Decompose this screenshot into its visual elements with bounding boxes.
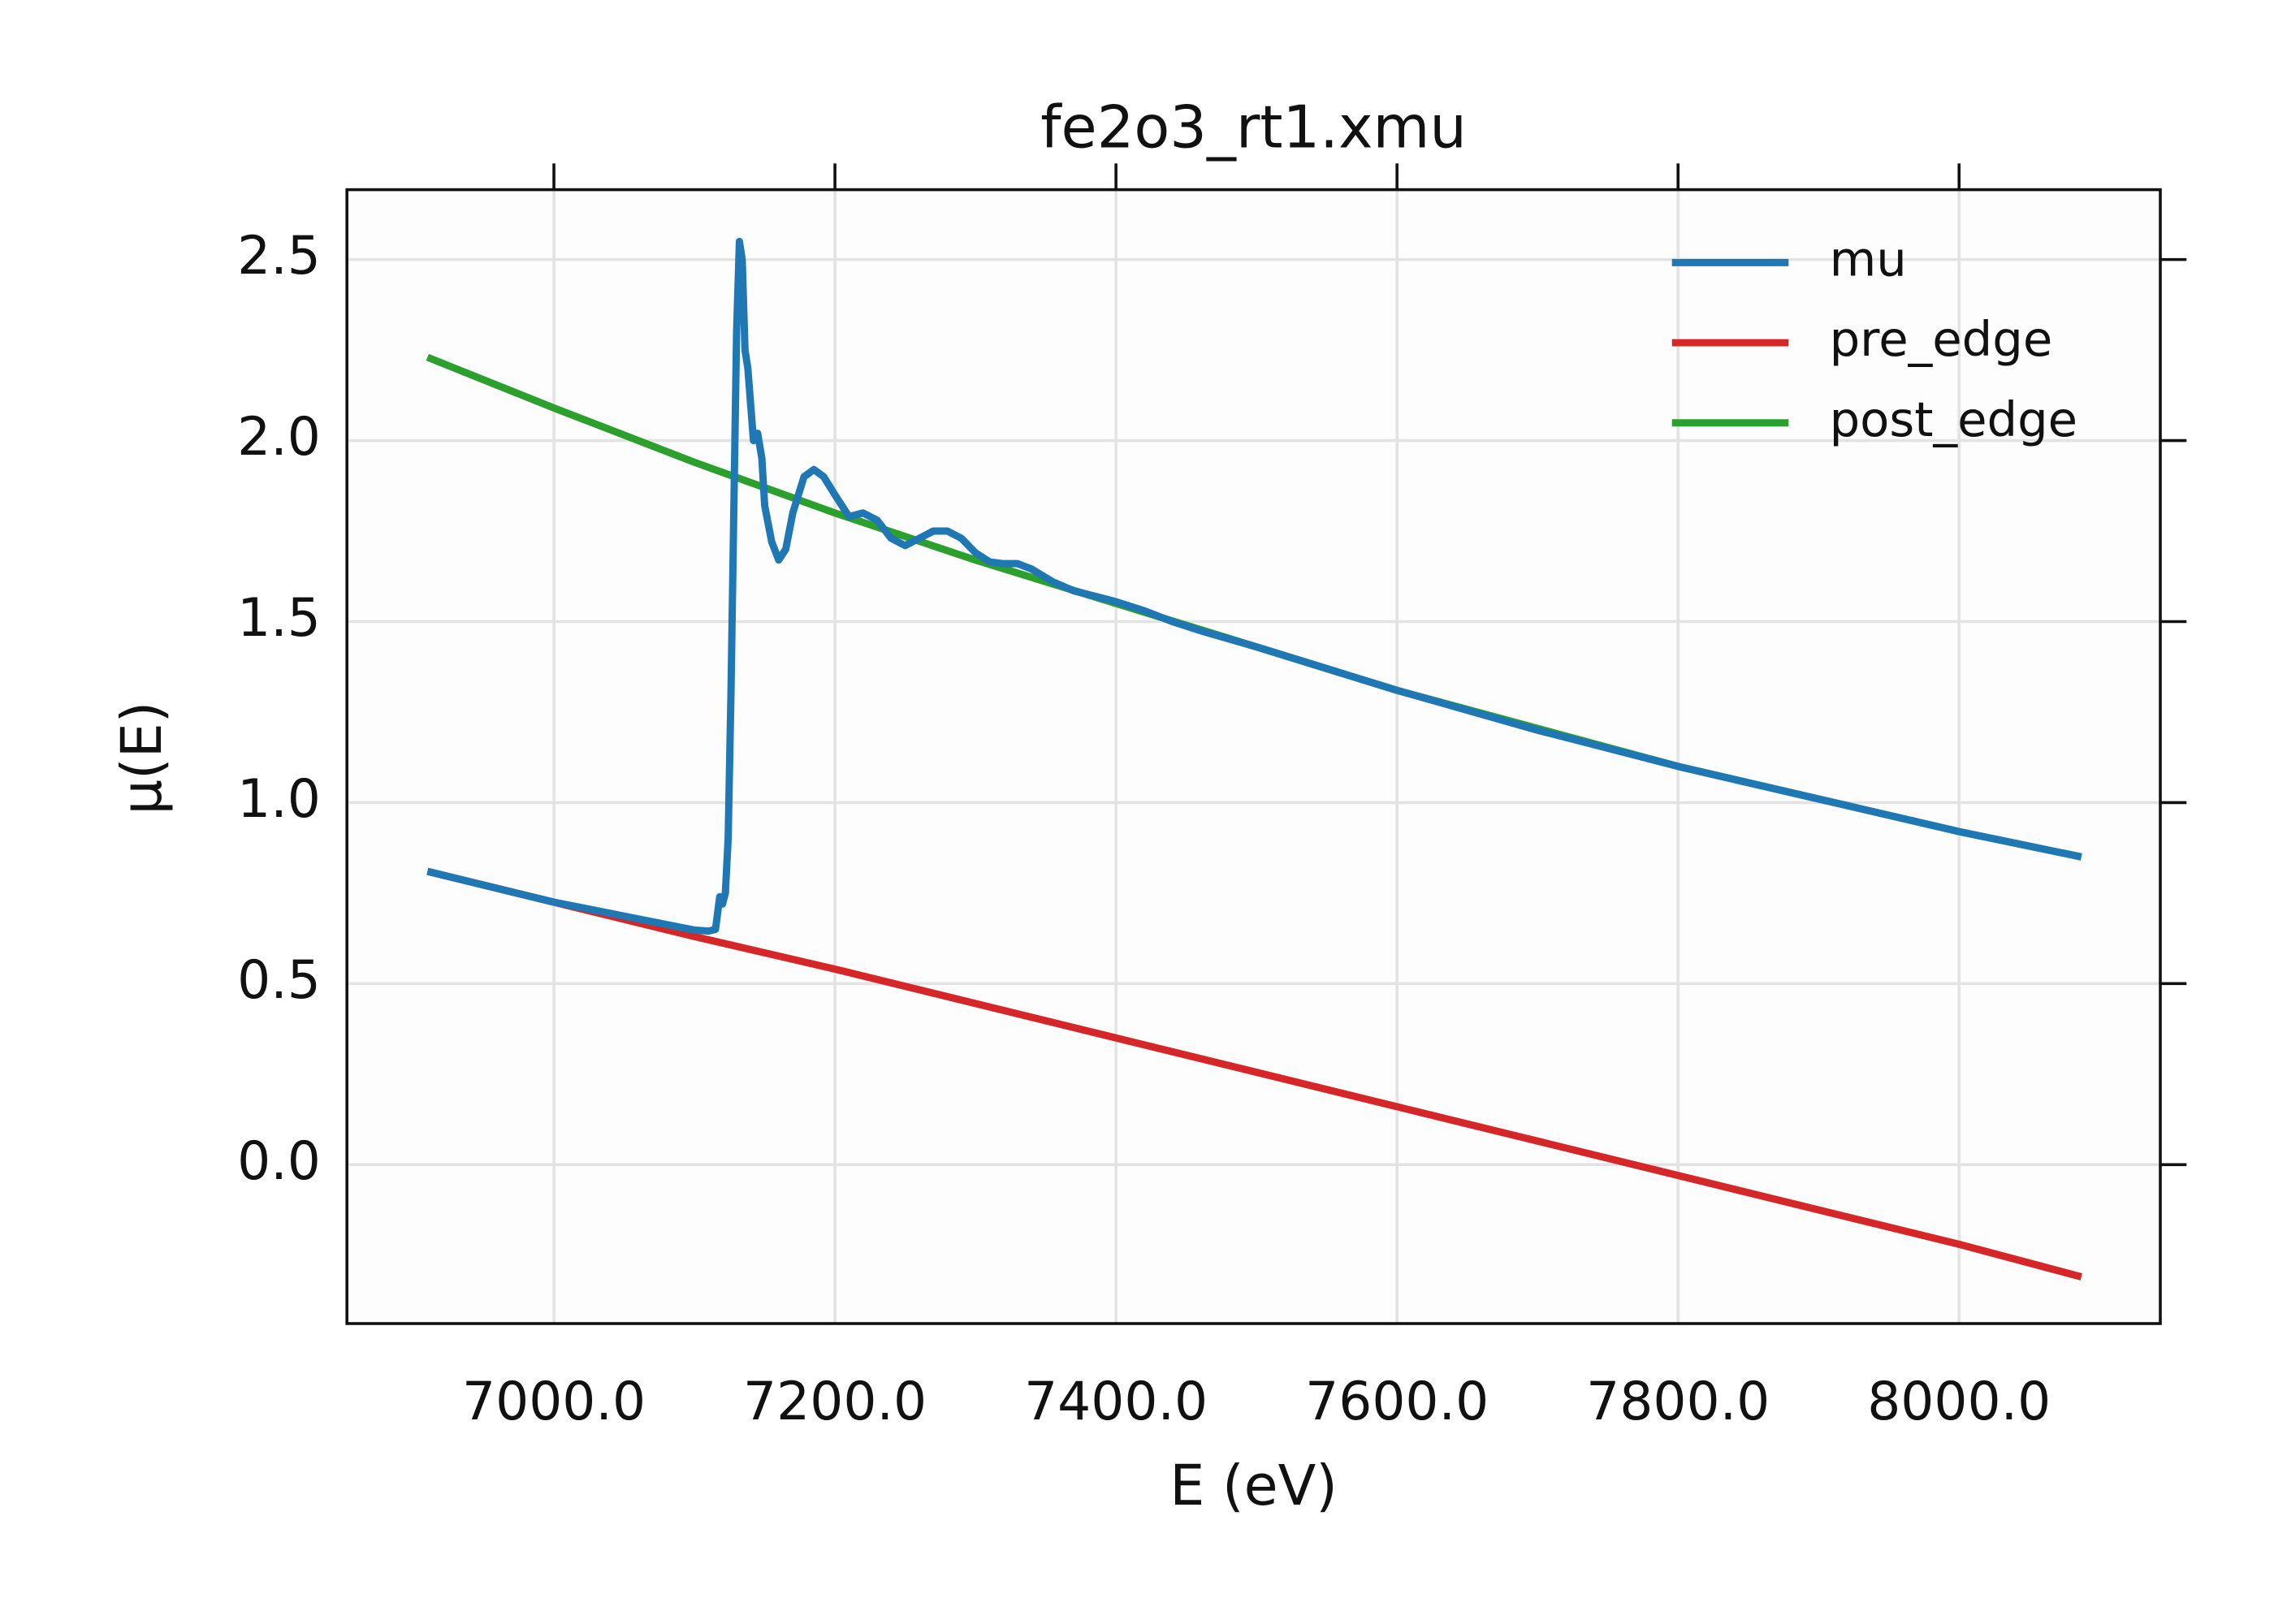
- chart-title: fe2o3_rt1.xmu: [1040, 93, 1467, 161]
- x-tick-label: 7400.0: [1024, 1371, 1208, 1432]
- y-tick-label: 0.5: [237, 950, 321, 1011]
- x-tick-label: 7200.0: [743, 1371, 927, 1432]
- legend-label: pre_edge: [1830, 311, 2053, 367]
- x-tick-label: 7000.0: [462, 1371, 646, 1432]
- legend-label: post_edge: [1830, 391, 2078, 447]
- x-tick-label: 8000.0: [1867, 1371, 2051, 1432]
- series: [426, 237, 2082, 1281]
- y-tick-label: 2.5: [237, 226, 321, 287]
- frame: [345, 188, 2162, 1325]
- x-tick-label: 7600.0: [1305, 1371, 1489, 1432]
- y-tick-label: 1.0: [237, 769, 321, 830]
- y-tick-label: 2.0: [237, 407, 321, 468]
- plot-area: [347, 189, 2161, 1324]
- legend: mu pre_edge post_edge: [1671, 231, 2078, 447]
- grid: [347, 189, 2160, 1324]
- series-line: [426, 237, 2082, 935]
- series-line: [426, 867, 2082, 1281]
- x-axis-label: E (eV): [1169, 1454, 1338, 1518]
- x-tick-label: 7800.0: [1586, 1371, 1770, 1432]
- y-tick-label: 0.0: [237, 1131, 321, 1192]
- y-tick-label: 1.5: [237, 588, 321, 649]
- y-axis-label: μ(E): [110, 702, 175, 815]
- legend-label: mu: [1830, 231, 1907, 287]
